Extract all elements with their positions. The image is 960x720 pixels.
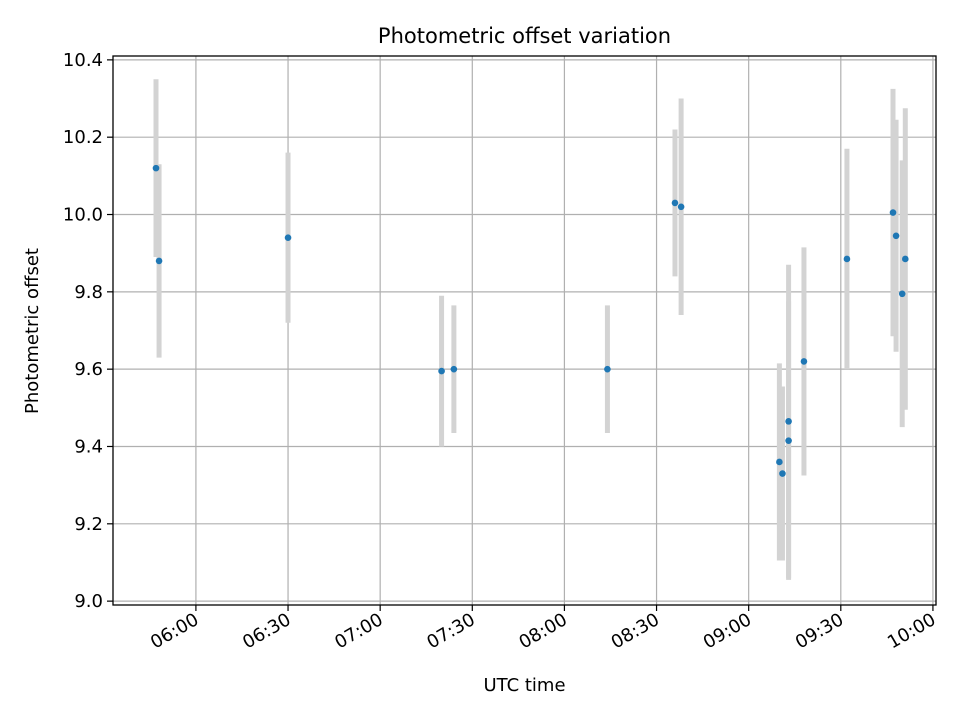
data-point <box>677 203 685 211</box>
data-point <box>800 358 808 365</box>
data-point <box>438 367 445 375</box>
y-tick-label: 10.2 <box>63 127 103 148</box>
data-point <box>898 290 906 298</box>
data-point <box>785 437 792 444</box>
y-tick-label: 9.6 <box>74 359 103 380</box>
data-point <box>776 458 783 466</box>
y-tick-label: 9.4 <box>74 436 103 457</box>
data-point <box>671 199 679 207</box>
y-tick-label: 9.8 <box>74 282 103 303</box>
y-tick-label: 9.2 <box>74 514 103 535</box>
data-point <box>889 209 897 216</box>
y-axis-label: Photometric offset <box>22 248 43 414</box>
y-tick-label: 10.4 <box>63 50 103 71</box>
y-tick-label: 10.0 <box>63 205 103 226</box>
data-point <box>843 255 851 263</box>
data-point <box>152 164 160 172</box>
data-point <box>779 470 786 477</box>
data-points <box>152 164 909 477</box>
x-axis-label: UTC time <box>483 675 565 696</box>
y-tick-label: 9.0 <box>74 591 103 612</box>
y-axis-ticks: 9.0 9.2 9.4 9.6 9.8 10.0 10.2 10.4 <box>63 50 113 612</box>
grid <box>113 56 936 605</box>
data-point <box>155 257 163 265</box>
data-point <box>785 418 792 425</box>
chart-title: Photometric offset variation <box>378 24 671 48</box>
data-point <box>892 232 900 240</box>
data-point <box>450 365 458 373</box>
data-point <box>901 255 909 263</box>
data-point <box>604 365 611 373</box>
data-point <box>284 234 292 242</box>
plot-frame <box>112 55 937 606</box>
